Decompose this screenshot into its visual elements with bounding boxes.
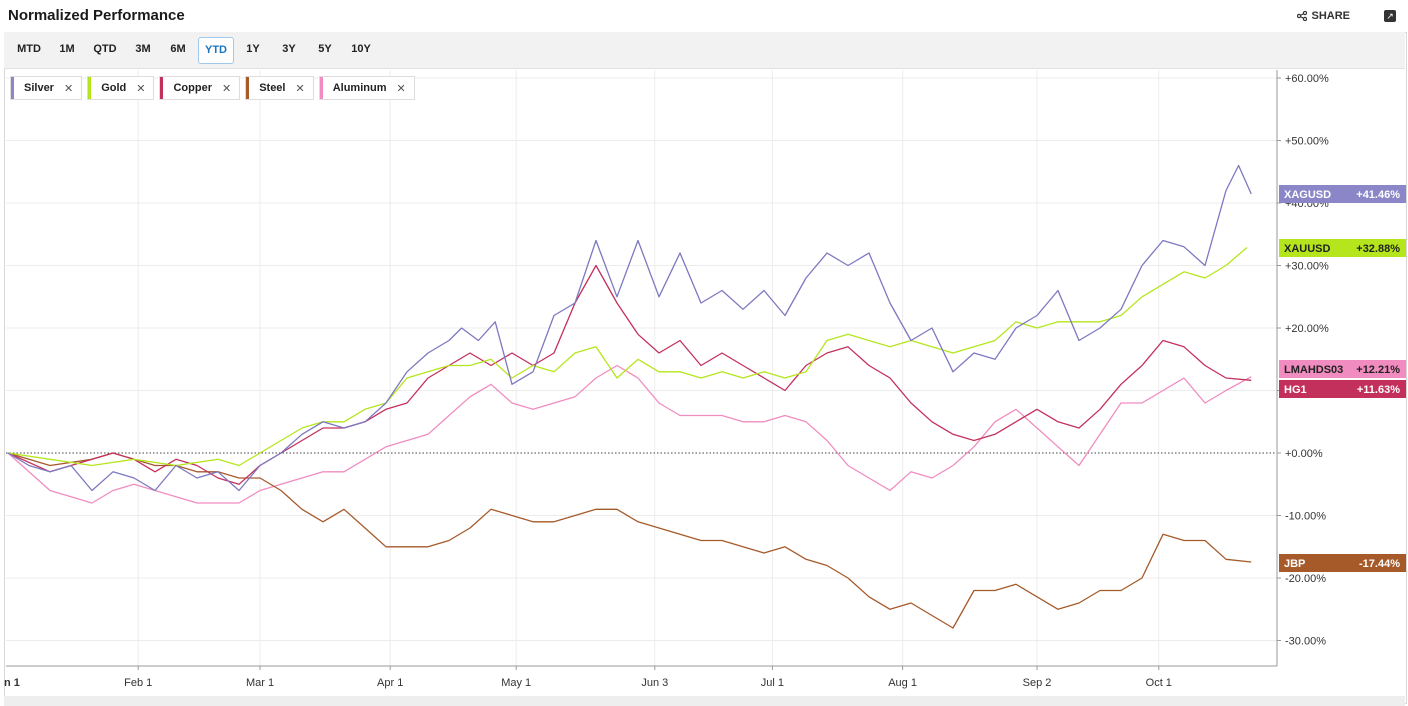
tab-3m[interactable]: 3M <box>135 43 151 55</box>
share-button[interactable]: SHARE <box>1297 10 1350 22</box>
y-tick-label: +60.00% <box>1285 73 1329 85</box>
end-label-value: +11.63% <box>1357 384 1400 396</box>
series-line-gold <box>7 247 1248 467</box>
tab-5y[interactable]: 5Y <box>318 43 332 55</box>
legend-swatch-aluminum <box>319 77 323 99</box>
end-label-ticker: XAGUSD <box>1284 189 1331 201</box>
x-tick-label: Feb 1 <box>124 677 152 689</box>
legend-chip-gold[interactable]: Gold ✕ <box>87 76 155 100</box>
x-tick-label: Jul 1 <box>761 677 784 689</box>
end-label-value: +12.21% <box>1356 364 1400 376</box>
close-icon[interactable]: ✕ <box>136 82 146 95</box>
end-label-ticker: JBP <box>1284 558 1305 570</box>
end-label-value: -17.44% <box>1359 558 1400 570</box>
end-label-value: +32.88% <box>1356 243 1400 255</box>
legend-chip-steel[interactable]: Steel ✕ <box>245 76 314 100</box>
tab-qtd[interactable]: QTD <box>93 43 117 55</box>
end-label-bg <box>1279 380 1406 398</box>
series-line-steel <box>7 452 1252 629</box>
legend-label-gold: Gold <box>101 82 127 94</box>
tab-ytd[interactable]: YTD <box>198 37 234 64</box>
tab-1m[interactable]: 1M <box>59 43 75 55</box>
y-tick-label: +30.00% <box>1285 261 1329 273</box>
x-tick-label: Oct 1 <box>1146 677 1172 689</box>
legend-label-copper: Copper <box>173 82 212 94</box>
page-title: Normalized Performance <box>8 7 185 24</box>
legend-label-silver: Silver <box>24 82 54 94</box>
x-tick-label: n 1 <box>4 677 20 689</box>
legend: Silver ✕ Gold ✕ Copper ✕ Steel ✕ Aluminu… <box>10 76 415 100</box>
series-line-aluminum <box>7 364 1252 504</box>
y-tick-label: +50.00% <box>1285 136 1329 148</box>
legend-swatch-gold <box>88 77 92 99</box>
y-tick-label: -30.00% <box>1285 636 1326 648</box>
range-tabs: MTD 1M QTD 3M 6M YTD 1Y 3Y 5Y 10Y <box>4 32 1405 69</box>
end-label-ticker: HG1 <box>1284 384 1307 396</box>
tab-10y[interactable]: 10Y <box>351 43 371 55</box>
legend-chip-copper[interactable]: Copper ✕ <box>159 76 241 100</box>
x-tick-label: Sep 2 <box>1023 677 1052 689</box>
end-label-bg <box>1279 185 1406 203</box>
tab-6m[interactable]: 6M <box>170 43 186 55</box>
series-line-silver <box>7 164 1252 492</box>
tab-1y[interactable]: 1Y <box>246 43 260 55</box>
end-label-bg <box>1279 554 1406 572</box>
end-label-value: +41.46% <box>1356 189 1400 201</box>
expand-icon[interactable]: ↗ <box>1384 10 1396 22</box>
legend-swatch-copper <box>160 77 164 99</box>
x-tick-label: Apr 1 <box>377 677 403 689</box>
tab-mtd[interactable]: MTD <box>17 43 41 55</box>
legend-swatch-steel <box>246 77 250 99</box>
legend-label-steel: Steel <box>259 82 286 94</box>
header: Normalized Performance SHARE ↗ <box>0 0 1408 32</box>
share-label: SHARE <box>1311 10 1350 22</box>
share-icon <box>1297 11 1308 21</box>
y-tick-label: -20.00% <box>1285 573 1326 585</box>
close-icon[interactable]: ✕ <box>221 82 232 95</box>
scrollbar[interactable] <box>4 696 1405 706</box>
end-label-bg <box>1279 239 1406 257</box>
x-tick-label: Jun 3 <box>641 677 668 689</box>
end-label-ticker: LMAHDS03 <box>1284 364 1343 376</box>
x-tick-label: May 1 <box>501 677 531 689</box>
x-tick-label: Aug 1 <box>888 677 917 689</box>
y-tick-label: +20.00% <box>1285 323 1329 335</box>
x-tick-label: Mar 1 <box>246 677 274 689</box>
close-icon[interactable]: ✕ <box>396 82 406 95</box>
legend-chip-silver[interactable]: Silver ✕ <box>10 76 83 100</box>
end-label-ticker: XAUUSD <box>1284 243 1331 255</box>
close-icon[interactable]: ✕ <box>63 82 74 95</box>
y-tick-label: -10.00% <box>1285 511 1326 523</box>
legend-chip-aluminum[interactable]: Aluminum ✕ <box>318 76 415 100</box>
close-icon[interactable]: ✕ <box>295 82 305 95</box>
tab-3y[interactable]: 3Y <box>282 43 296 55</box>
series-line-copper <box>7 264 1252 485</box>
y-tick-label: +0.00% <box>1285 448 1323 460</box>
chart-frame <box>4 32 1407 704</box>
end-label-bg <box>1279 360 1406 378</box>
legend-swatch-silver <box>11 77 14 99</box>
legend-label-aluminum: Aluminum <box>332 82 387 94</box>
